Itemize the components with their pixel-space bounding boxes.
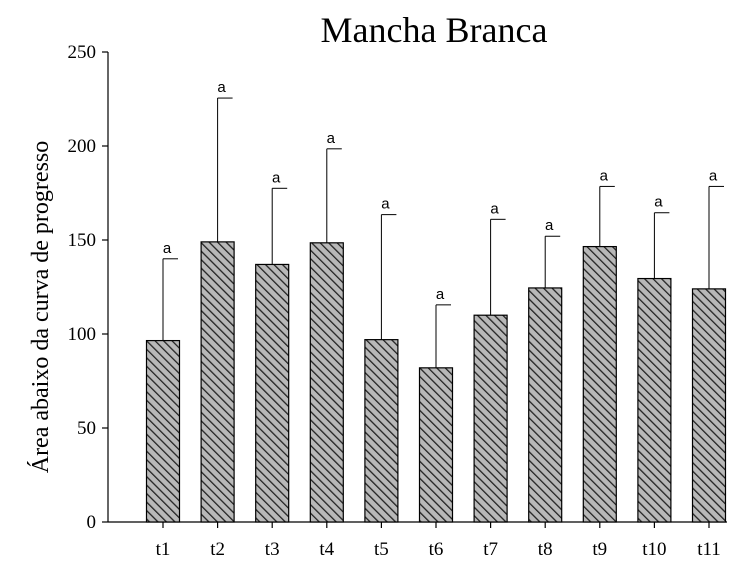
y-tick-label: 250 xyxy=(68,42,97,63)
significance-label-t5: a xyxy=(381,196,390,213)
x-tick-label-t4: t4 xyxy=(319,539,334,560)
bar-t11 xyxy=(691,288,727,523)
significance-label-t7: a xyxy=(490,200,499,217)
axes: 0 50 100 150 200 250 t1 t2 t3 t4 t5 t6 t7 t8 t9 t10 t11 xyxy=(68,42,727,560)
significance-label-t11: a xyxy=(709,167,718,184)
labels-group: a a a a a a a a a a a xyxy=(163,79,718,303)
significance-label-t10: a xyxy=(654,194,663,211)
y-tick-label: 0 xyxy=(87,512,97,533)
significance-label-t9: a xyxy=(600,167,609,184)
x-tick-label-t3: t3 xyxy=(265,539,280,560)
significance-label-t2: a xyxy=(217,79,226,96)
bar-t6 xyxy=(418,367,454,523)
significance-label-t8: a xyxy=(545,217,554,234)
bar-t10 xyxy=(637,277,672,523)
x-tick-label-t6: t6 xyxy=(429,539,444,560)
significance-label-t3: a xyxy=(272,169,281,186)
x-tick-label-t8: t8 xyxy=(538,539,553,560)
y-tick-label: 150 xyxy=(68,230,97,251)
error-bars-group xyxy=(162,97,724,368)
y-tick-label: 50 xyxy=(77,418,96,439)
significance-label-t6: a xyxy=(436,286,445,303)
x-tick-label-t11: t11 xyxy=(697,539,721,560)
bar-t8 xyxy=(528,287,563,523)
bar-t7 xyxy=(473,314,508,523)
significance-label-t4: a xyxy=(327,130,336,147)
x-tick-label-t7: t7 xyxy=(483,539,498,560)
x-tick-label-t9: t9 xyxy=(592,539,607,560)
significance-label-t1: a xyxy=(163,240,172,257)
chart-title: Mancha Branca xyxy=(321,10,548,50)
x-tick-label-t2: t2 xyxy=(210,539,225,560)
bar-t9 xyxy=(582,245,617,523)
y-tick-label: 100 xyxy=(68,324,97,345)
x-tick-label-t1: t1 xyxy=(156,539,171,560)
bar-t5 xyxy=(364,339,399,523)
bar-t4 xyxy=(309,242,344,523)
x-tick-label-t10: t10 xyxy=(642,539,666,560)
bars-group xyxy=(145,241,727,523)
bar-t2 xyxy=(200,241,235,523)
bar-t1 xyxy=(145,339,181,523)
x-tick-label-t5: t5 xyxy=(374,539,389,560)
bar-t3 xyxy=(255,263,290,523)
y-tick-label: 200 xyxy=(68,136,97,157)
y-axis-label: Área abaixo da curva de progresso xyxy=(28,141,54,474)
